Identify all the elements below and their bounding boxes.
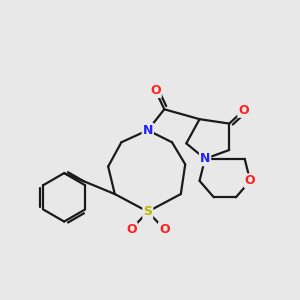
Text: N: N [200,152,210,165]
Text: O: O [245,174,256,187]
Text: N: N [142,124,153,137]
Text: O: O [159,223,169,236]
Text: O: O [238,104,249,117]
Text: O: O [126,223,136,236]
Text: S: S [143,205,152,218]
Text: O: O [150,84,161,97]
